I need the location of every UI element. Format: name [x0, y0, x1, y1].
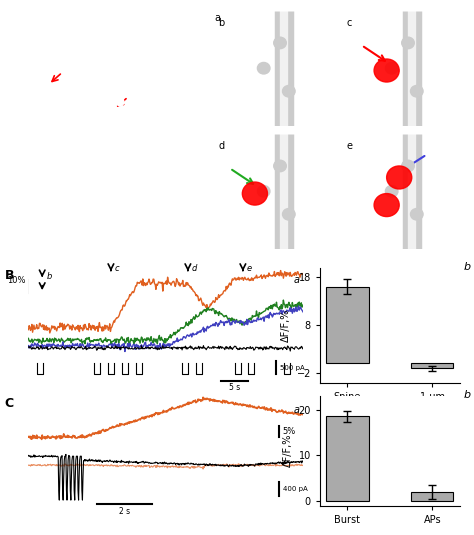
Circle shape — [117, 97, 124, 106]
Circle shape — [385, 63, 398, 74]
Text: 10%: 10% — [7, 276, 26, 285]
Text: 2 μm: 2 μm — [345, 241, 361, 246]
Text: 2 s: 2 s — [119, 507, 130, 516]
Bar — [104, 102, 140, 146]
Text: c: c — [346, 18, 352, 28]
Y-axis label: ΔF/F,%: ΔF/F,% — [281, 308, 291, 342]
Circle shape — [59, 110, 66, 118]
Text: b: b — [464, 262, 471, 272]
Text: 400 pA: 400 pA — [283, 486, 308, 492]
Y-axis label: ΔF/F,%: ΔF/F,% — [283, 434, 293, 468]
Text: C: C — [5, 397, 14, 410]
Text: 5 s: 5 s — [229, 383, 240, 392]
Text: b: b — [219, 18, 225, 28]
Bar — [326, 416, 369, 501]
Text: A: A — [3, 0, 12, 1]
Text: a: a — [293, 404, 299, 415]
Circle shape — [401, 160, 414, 172]
Circle shape — [273, 160, 286, 172]
Text: b: b — [464, 391, 471, 400]
Text: b: b — [47, 272, 53, 281]
Circle shape — [401, 37, 414, 49]
Circle shape — [77, 93, 84, 101]
Bar — [326, 287, 369, 363]
Bar — [411, 492, 454, 501]
Text: a: a — [214, 13, 220, 24]
Text: d: d — [219, 141, 225, 151]
Circle shape — [130, 129, 138, 138]
Circle shape — [242, 182, 267, 205]
Circle shape — [374, 59, 399, 82]
Circle shape — [283, 86, 295, 97]
Bar — [411, 363, 454, 368]
Circle shape — [283, 209, 295, 220]
Circle shape — [410, 86, 423, 97]
Circle shape — [374, 194, 399, 217]
Circle shape — [257, 186, 270, 197]
Circle shape — [257, 63, 270, 74]
Text: d: d — [192, 264, 197, 273]
Text: e: e — [346, 141, 353, 151]
Circle shape — [410, 209, 423, 220]
Text: a: a — [293, 276, 299, 285]
Text: 500 pA: 500 pA — [280, 365, 305, 371]
Text: 5%: 5% — [283, 427, 296, 436]
Text: c: c — [115, 264, 119, 273]
Text: 10 μm: 10 μm — [38, 249, 61, 255]
Circle shape — [385, 186, 398, 197]
Text: e: e — [247, 264, 252, 273]
Circle shape — [273, 37, 286, 49]
Circle shape — [387, 166, 412, 189]
Text: B: B — [5, 269, 14, 282]
